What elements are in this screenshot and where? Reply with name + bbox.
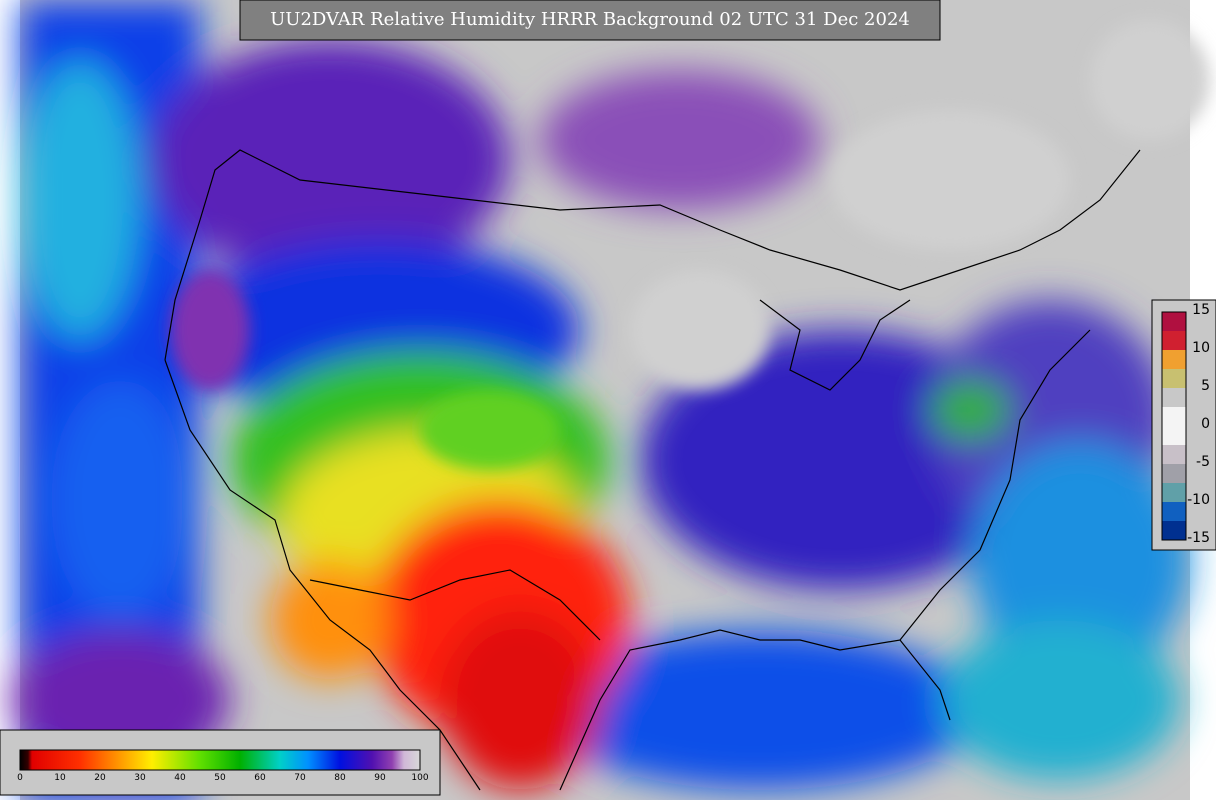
colorbar-tick-label: 80 (334, 773, 346, 783)
colorbar-tick-label: 5 (1201, 378, 1210, 394)
map-title: UU2DVAR Relative Humidity HRRR Backgroun… (270, 9, 910, 30)
colorbar-swatch (1162, 464, 1186, 483)
colorbar-swatch (1162, 388, 1186, 407)
colorbar-tick-label: 10 (1192, 340, 1210, 356)
colorbar-tick-label: 90 (374, 773, 386, 783)
side-colorbar: 15 10 5 0 -5 -10 -15 (1151, 299, 1216, 551)
colorbar-swatch (1162, 502, 1186, 521)
colorbar-tick-label: 10 (54, 773, 66, 783)
colorbar-tick-label: -15 (1187, 530, 1210, 546)
colorbar-swatch (1162, 407, 1186, 426)
colorbar-tick-label: 70 (294, 773, 306, 783)
colorbar-tick-label: 0 (17, 773, 23, 783)
colorbar-frame (1161, 311, 1187, 541)
colorbar-tick-label: 60 (254, 773, 266, 783)
main-colorbar: 0 10 20 30 40 50 60 70 80 90 100 (0, 729, 441, 796)
colorbar-swatch (1162, 483, 1186, 502)
colorbar-swatch (1162, 521, 1186, 540)
colorbar-swatch (1162, 426, 1186, 445)
map-field (10, 0, 1210, 800)
colorbar-tick-label: 20 (94, 773, 106, 783)
colorbar-tick-label: 0 (1201, 416, 1210, 432)
colorbar-tick-label: -10 (1187, 492, 1210, 508)
colorbar-swatch (1162, 312, 1186, 331)
colorbar-tick-label: 15 (1192, 302, 1210, 318)
colorbar-swatch (1162, 331, 1186, 350)
colorbar-swatch (1162, 350, 1186, 369)
colorbar-tick-label: 100 (411, 773, 428, 783)
title-box: UU2DVAR Relative Humidity HRRR Backgroun… (239, 0, 941, 41)
colorbar-swatch (1162, 369, 1186, 388)
colorbar-tick-label: -5 (1196, 454, 1210, 470)
colorbar-tick-label: 30 (134, 773, 146, 783)
colorbar-tick-label: 50 (214, 773, 226, 783)
colorbar-swatch (1162, 445, 1186, 464)
colorbar-tick-label: 40 (174, 773, 186, 783)
